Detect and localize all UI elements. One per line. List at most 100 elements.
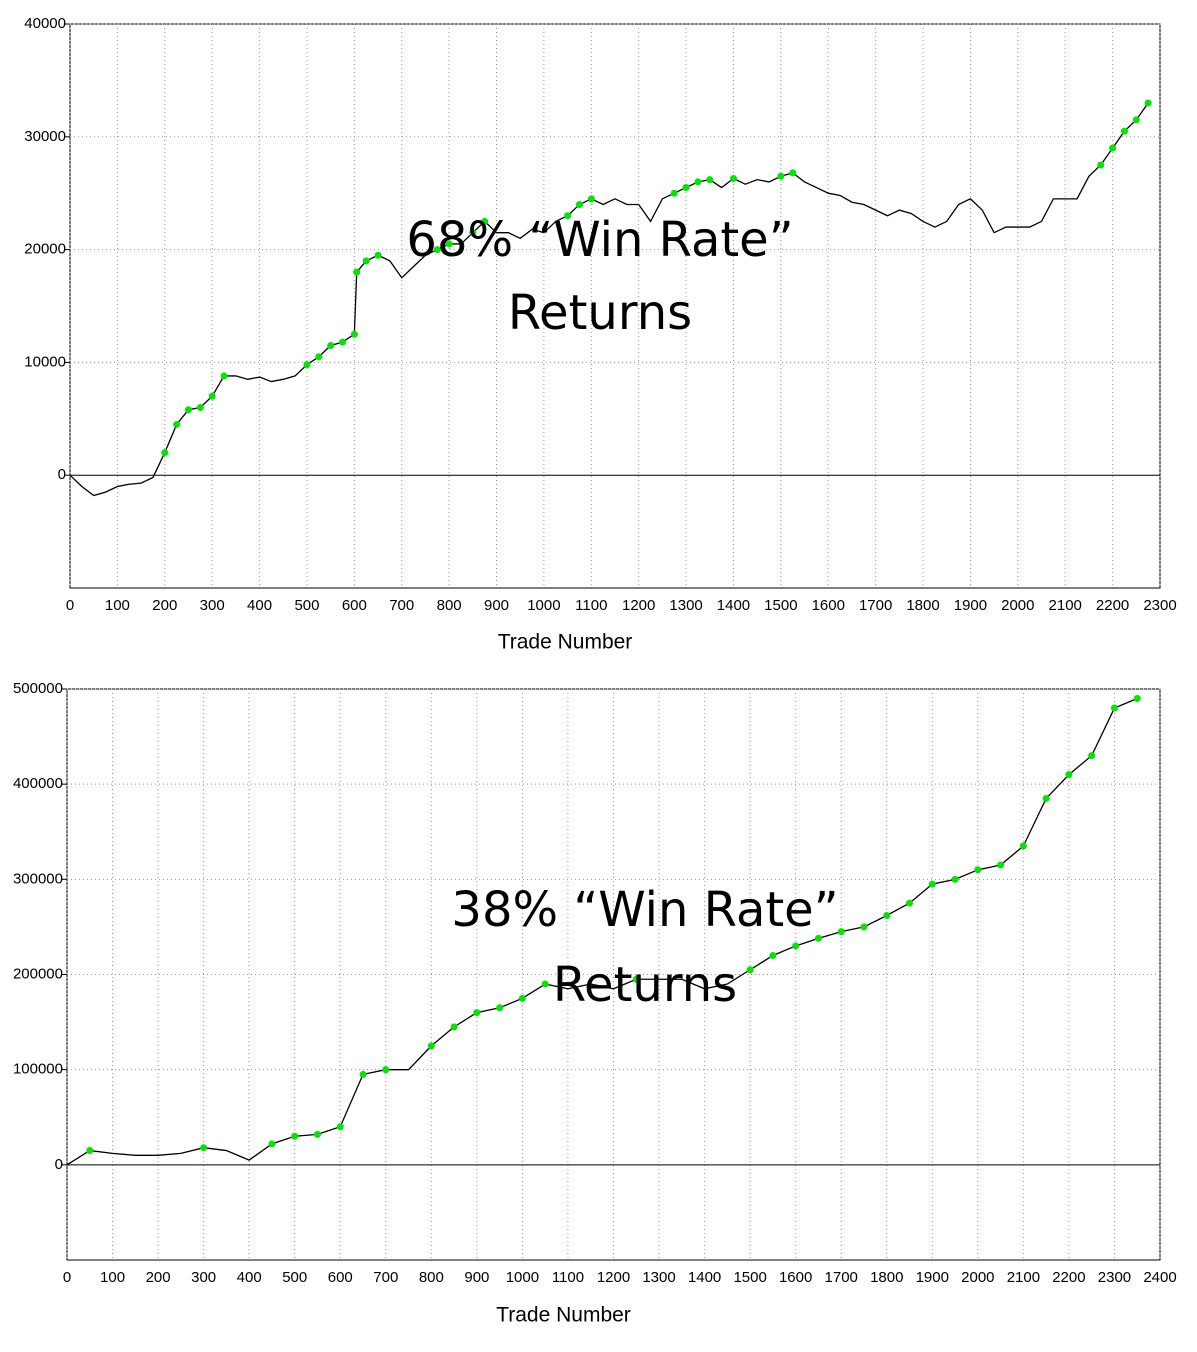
new-high-marker [1110,704,1118,712]
new-high-marker [336,1123,344,1131]
new-high-marker [670,189,678,197]
new-high-marker [587,195,595,203]
new-high-marker [220,372,228,380]
new-high-marker [769,951,777,959]
new-high-marker [951,875,959,883]
x-tick-label: 1700 [825,1269,858,1286]
new-high-marker [173,420,181,428]
new-high-marker [706,176,714,184]
x-tick-label: 100 [100,1269,125,1286]
new-high-marker [86,1147,94,1155]
x-tick-label: 0 [66,597,74,614]
y-tick-label: 10000 [24,353,66,370]
x-tick-label: 2300 [1143,597,1176,614]
x-tick-label: 1300 [669,597,702,614]
new-high-marker [481,217,489,225]
x-tick-label: 800 [437,597,462,614]
new-high-marker [374,251,382,259]
new-high-marker [161,449,169,457]
new-high-marker [814,934,822,942]
new-high-marker [450,1023,458,1031]
x-tick-label: 1100 [552,1269,584,1286]
x-axis-label: Trade Number [496,1304,631,1327]
x-tick-label: 1900 [916,1269,949,1286]
new-high-marker [327,341,335,349]
new-high-marker [1097,161,1105,169]
new-high-marker [1133,695,1141,703]
new-high-marker [359,1070,367,1078]
x-tick-label: 1000 [527,597,560,614]
x-tick-label: 800 [419,1269,444,1286]
new-high-marker [997,861,1005,869]
new-high-marker [928,880,936,888]
new-high-marker [906,899,914,907]
new-high-marker [682,184,690,192]
new-high-marker [1144,99,1152,107]
x-tick-label: 1000 [506,1269,539,1286]
new-high-marker [350,330,358,338]
new-high-marker [1088,752,1096,760]
x-tick-label: 400 [237,1269,262,1286]
x-tick-label: 1700 [859,597,892,614]
x-tick-label: 2100 [1049,597,1082,614]
x-tick-label: 0 [63,1269,71,1286]
y-tick-label: 40000 [24,15,66,32]
x-tick-label: 1300 [642,1269,675,1286]
new-high-marker [575,200,583,208]
x-tick-label: 1600 [812,597,845,614]
x-tick-label: 2300 [1098,1269,1131,1286]
new-high-marker [632,975,640,983]
x-tick-label: 200 [152,597,177,614]
y-tick-label: 500000 [13,680,63,697]
equity-line [66,697,1138,1166]
x-tick-label: 2200 [1096,597,1129,614]
x-tick-label: 2400 [1143,1269,1176,1286]
new-high-marker [427,1042,435,1050]
x-tick-label: 600 [328,1269,353,1286]
new-high-marker [746,966,754,974]
new-high-marker [883,911,891,919]
y-tick-label: 200000 [13,965,63,982]
x-tick-label: 300 [200,597,225,614]
x-tick-label: 200 [146,1269,171,1286]
x-tick-label: 2100 [1007,1269,1040,1286]
new-high-marker [694,178,702,186]
x-tick-label: 400 [247,597,272,614]
x-tick-label: 1800 [906,597,939,614]
new-high-marker [1065,771,1073,779]
x-tick-label: 1500 [733,1269,766,1286]
new-high-marker [382,1066,390,1074]
x-tick-label: 1800 [870,1269,903,1286]
annotation: 38% “Win Rate” [451,882,838,938]
new-high-marker [541,980,549,988]
new-high-marker [837,928,845,936]
new-high-marker [860,923,868,931]
y-tick-label: 0 [58,466,66,483]
new-high-marker [313,1130,321,1138]
x-axis-label: Trade Number [498,631,633,654]
new-high-marker [291,1132,299,1140]
new-high-marker [729,175,737,183]
new-high-marker [433,246,441,254]
new-high-marker [208,392,216,400]
annotation: Returns [508,285,692,341]
x-tick-label: 1900 [954,597,987,614]
x-tick-label: 1600 [779,1269,812,1286]
new-high-marker [473,1009,481,1017]
new-high-marker [303,361,311,369]
new-high-marker [353,268,361,276]
y-tick-label: 300000 [13,870,63,887]
annotation: Returns [553,957,737,1013]
new-high-marker [339,338,346,346]
new-high-marker [445,240,453,248]
x-tick-label: 100 [105,597,130,614]
x-tick-label: 300 [191,1269,216,1286]
x-tick-label: 700 [373,1269,398,1286]
new-high-marker [777,172,785,180]
new-high-marker [974,866,982,874]
x-tick-label: 900 [464,1269,489,1286]
new-high-marker [1042,794,1050,802]
x-tick-label: 700 [389,597,414,614]
new-high-marker [469,229,477,237]
